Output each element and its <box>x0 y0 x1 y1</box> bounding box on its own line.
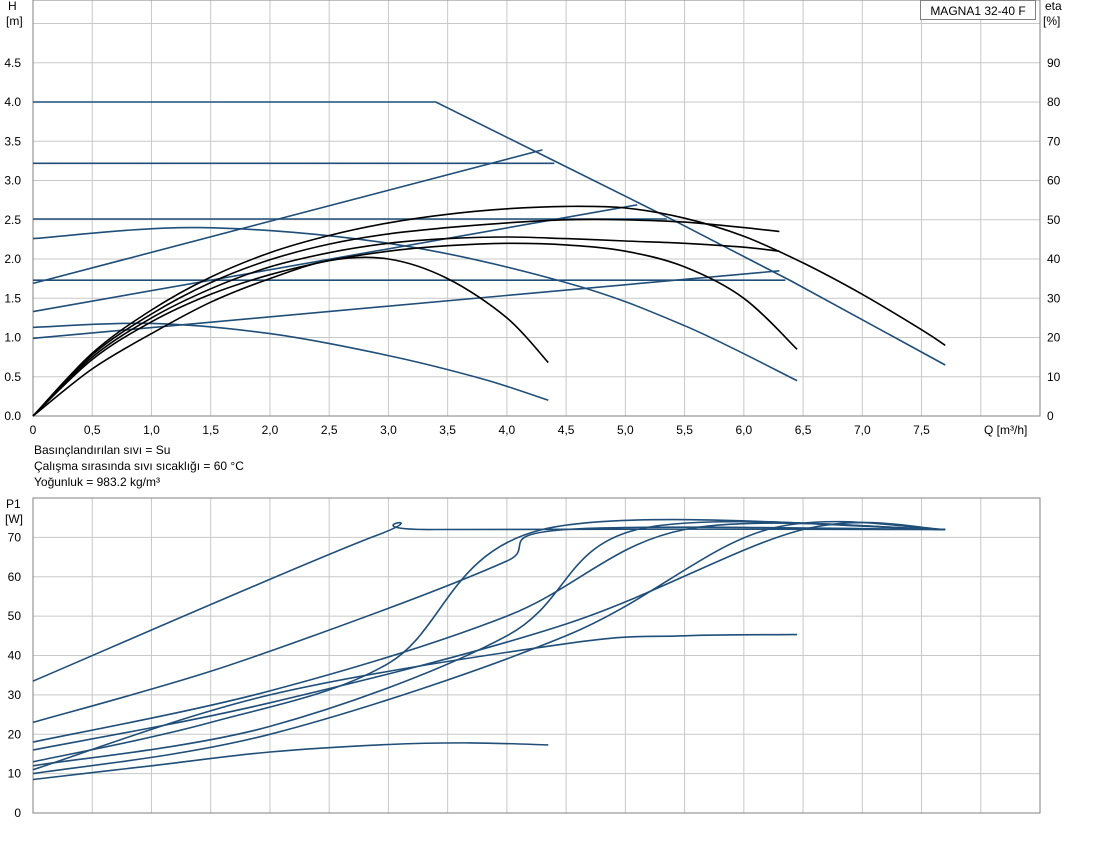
y-tick-label-left: 4.5 <box>4 56 21 70</box>
x-tick-label: 6,5 <box>795 423 812 437</box>
power-curve <box>32 520 946 767</box>
y-tick-label-right: 30 <box>1047 291 1061 305</box>
y-tick-label: 40 <box>8 649 22 663</box>
x-tick-label: 7,5 <box>913 423 930 437</box>
x-tick-label: 5,5 <box>676 423 693 437</box>
efficiency-curve <box>32 256 549 417</box>
head-curve <box>32 149 543 285</box>
note-line: Basınçlandırılan sıvı = Su <box>34 443 171 457</box>
y-tick-label-left: 1.5 <box>4 291 21 305</box>
power-curve <box>32 742 549 781</box>
head-curve <box>32 204 638 313</box>
power-curve <box>32 633 798 771</box>
efficiency-curve <box>32 205 946 417</box>
x-tick-label: 1,0 <box>143 423 160 437</box>
y-tick-label-right: 40 <box>1047 252 1061 266</box>
y-tick-label-left: 4.0 <box>4 95 21 109</box>
x-tick-label: 3,5 <box>439 423 456 437</box>
y-tick-label: 10 <box>8 767 22 781</box>
x-tick-label: 4,5 <box>558 423 575 437</box>
x-axis-label: Q [m³/h] <box>984 423 1027 437</box>
x-tick-label: 7,0 <box>854 423 871 437</box>
head-curve <box>32 322 549 402</box>
x-tick-label: 6,0 <box>735 423 752 437</box>
y-tick-label-right: 70 <box>1047 134 1061 148</box>
y-tick-label-left: 2.5 <box>4 213 21 227</box>
y-tick-label: 70 <box>8 530 22 544</box>
y-axis-label: P1 <box>6 497 21 511</box>
model-label: MAGNA1 32-40 F <box>920 0 1036 20</box>
x-tick-label: 5,0 <box>617 423 634 437</box>
x-tick-label: 0 <box>30 423 37 437</box>
efficiency-curve <box>32 236 780 417</box>
y-tick-label: 50 <box>8 609 22 623</box>
plot-frame <box>32 497 1041 814</box>
y-axis-unit-left: [m] <box>6 14 23 28</box>
note-line: Yoğunluk = 983.2 kg/m³ <box>34 475 160 489</box>
x-tick-label: 3,0 <box>380 423 397 437</box>
head-chart <box>32 0 1041 417</box>
note-line: Çalışma sırasında sıvı sıcaklığı = 60 °C <box>34 459 244 473</box>
fluid-notes: Basınçlandırılan sıvı = Su Çalışma sıras… <box>34 442 244 490</box>
x-tick-label: 0,5 <box>84 423 101 437</box>
x-tick-label: 4,0 <box>499 423 516 437</box>
x-tick-label: 2,0 <box>262 423 279 437</box>
y-axis-label-left: H <box>8 0 17 13</box>
y-tick-label-left: 0.5 <box>4 370 21 384</box>
y-tick-label-right: 20 <box>1047 331 1061 345</box>
power-curve <box>32 521 946 682</box>
head-curve <box>32 270 780 340</box>
power-chart <box>32 497 1041 814</box>
y-tick-label-right: 80 <box>1047 95 1061 109</box>
head-curve <box>32 226 798 382</box>
y-tick-label-right: 90 <box>1047 56 1061 70</box>
y-tick-label-right: 10 <box>1047 370 1061 384</box>
y-tick-label-left: 3.5 <box>4 134 21 148</box>
x-tick-label: 2,5 <box>321 423 338 437</box>
y-axis-label-right: eta <box>1045 0 1062 13</box>
head-curve <box>33 101 946 366</box>
power-curve <box>32 522 946 743</box>
y-tick-label: 20 <box>8 727 22 741</box>
efficiency-curve <box>32 242 798 417</box>
y-tick-label-left: 1.0 <box>4 331 21 345</box>
power-curve <box>32 520 946 775</box>
y-tick-label: 30 <box>8 688 22 702</box>
plot-frame <box>32 0 1041 417</box>
power-curve <box>32 526 946 724</box>
y-axis-unit: [W] <box>5 512 23 526</box>
y-tick-label-left: 2.0 <box>4 252 21 266</box>
y-tick-label-right: 0 <box>1047 409 1054 423</box>
efficiency-curve <box>32 218 780 417</box>
y-tick-label-left: 0.0 <box>4 409 21 423</box>
y-tick-label-right: 50 <box>1047 213 1061 227</box>
power-curve <box>32 521 946 751</box>
y-axis-unit-right: [%] <box>1043 14 1060 28</box>
power-curve <box>32 518 946 763</box>
y-tick-label: 0 <box>14 806 21 820</box>
y-tick-label: 60 <box>8 570 22 584</box>
x-tick-label: 1,5 <box>202 423 219 437</box>
y-tick-label-left: 3.0 <box>4 174 21 188</box>
y-tick-label-right: 60 <box>1047 174 1061 188</box>
